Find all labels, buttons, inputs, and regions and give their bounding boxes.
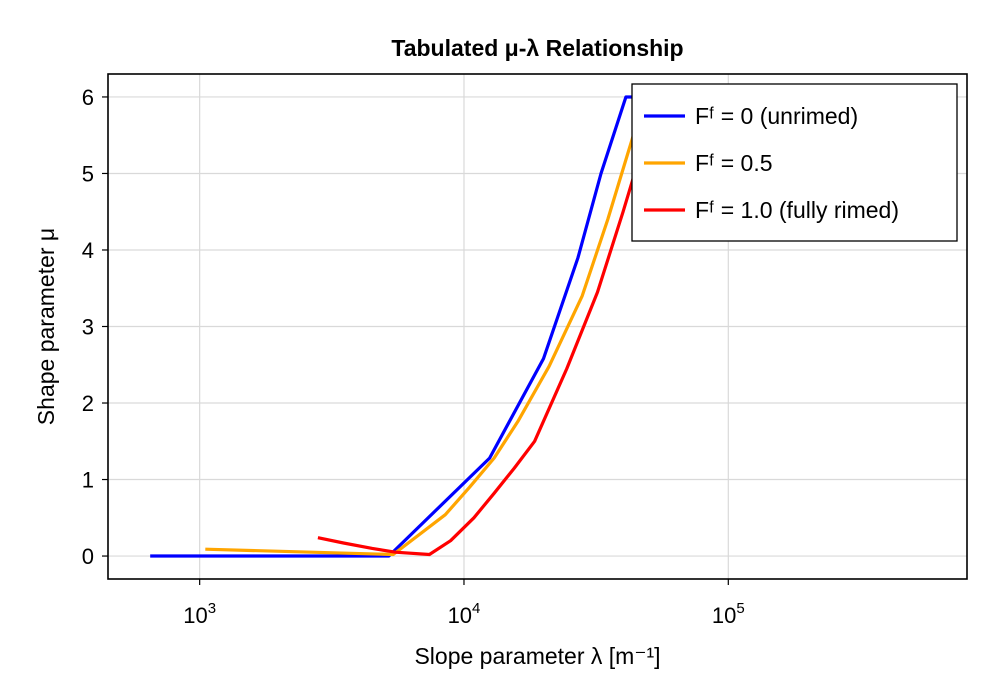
legend-box (631, 83, 958, 242)
y-tick-label: 6 (82, 85, 94, 110)
tick-layer: 103 104 105 0 1 2 3 4 5 6 (82, 85, 745, 628)
y-tick-label: 1 (82, 468, 94, 493)
y-axis-label: Shape parameter μ (33, 228, 59, 425)
y-tick-label: 3 (82, 315, 94, 340)
series-line (317, 157, 641, 557)
x-tick-label: 104 (448, 600, 481, 628)
y-tick-label: 0 (82, 544, 94, 569)
x-axis-label: Slope parameter λ [m⁻¹] (414, 643, 660, 669)
y-tick-label: 2 (82, 391, 94, 416)
chart-title: Tabulated μ-λ Relationship (391, 35, 683, 61)
y-tick-label: 5 (82, 161, 94, 186)
legend-entry-label: Fᶠ = 0 (unrimed) (695, 103, 858, 129)
legend: Fᶠ = 0 (unrimed) Fᶠ = 0.5 Fᶠ = 1.0 (fully … (631, 83, 958, 242)
legend-entry-label: Fᶠ = 0.5 (695, 150, 773, 176)
series-line (150, 95, 640, 558)
series-layer (150, 95, 645, 558)
series-line (205, 104, 645, 557)
legend-entry-label: Fᶠ = 1.0 (fully rimed) (695, 197, 899, 223)
x-tick-label: 103 (183, 600, 216, 628)
y-tick-label: 4 (82, 238, 94, 263)
x-tick-label: 105 (712, 600, 745, 628)
